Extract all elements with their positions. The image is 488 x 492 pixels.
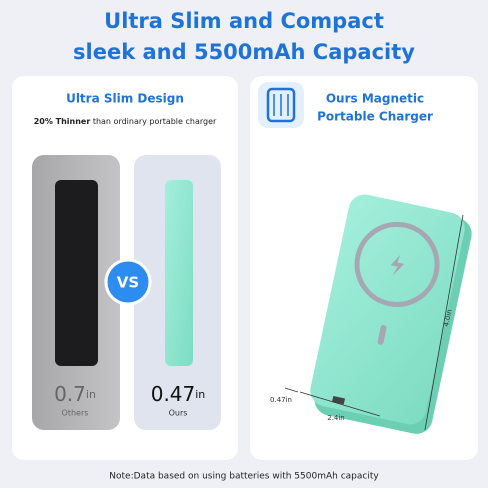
depth-label: 0.47in: [270, 396, 292, 404]
unit: in: [195, 388, 205, 401]
ours-device: [165, 180, 193, 366]
icon-grid: [273, 94, 289, 116]
subtitle-bold: 20% Thinner: [34, 117, 91, 126]
right-title-2: Portable Charger: [317, 110, 433, 124]
width-label: 2.4in: [327, 414, 345, 422]
ours-thickness: 0.47in: [151, 382, 206, 406]
footnote: Note:Data based on using batteries with …: [109, 472, 379, 482]
others-label: Others: [62, 409, 89, 418]
left-subtitle: 20% Thinner than ordinary portable charg…: [34, 117, 217, 126]
title-line2: sleek and 5500mAh Capacity: [73, 40, 415, 64]
unit: in: [86, 388, 96, 401]
vs-text: VS: [117, 274, 139, 292]
value: 0.47: [151, 382, 196, 406]
charger: [310, 194, 472, 434]
vs-badge: [104, 258, 152, 306]
others-thickness: 0.7in: [54, 382, 96, 406]
dimension-lines: [284, 214, 464, 431]
battery-icon: [266, 87, 296, 123]
others-device: [55, 180, 98, 366]
value: 0.7: [54, 382, 86, 406]
subtitle-rest: than ordinary portable charger: [90, 117, 217, 126]
height-label: 4.0in: [442, 309, 453, 328]
ours-label: Ours: [169, 409, 188, 418]
right-title-1: Ours Magnetic: [326, 92, 424, 106]
left-title: Ultra Slim Design: [66, 92, 184, 106]
title-line1: Ultra Slim and Compact: [104, 9, 384, 33]
